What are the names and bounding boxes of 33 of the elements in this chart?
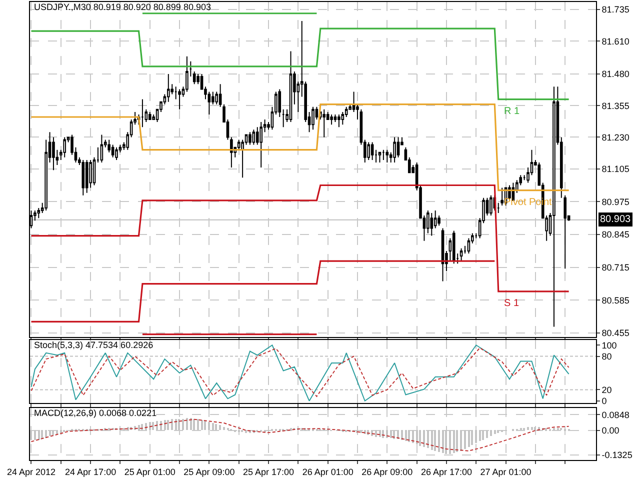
y-tick-label: 80.585	[602, 295, 630, 306]
y-tick-label: 80.455	[602, 328, 630, 338]
y-tick-label: 0	[602, 396, 607, 406]
x-tick-label: 24 Apr 17:00	[65, 466, 116, 477]
y-tick-label: 81.230	[602, 132, 630, 142]
x-tick-label: 26 Apr 01:00	[302, 466, 354, 477]
series-label: R 1	[504, 106, 520, 117]
y-tick-label: 80.715	[602, 262, 630, 273]
x-tick-label: 24 Apr 2012	[6, 466, 56, 477]
x-tick-label: 25 Apr 01:00	[124, 466, 176, 477]
y-tick-label: 0.00	[602, 426, 620, 436]
series-label: S 1	[504, 298, 520, 309]
y-tick-label: 80	[602, 351, 612, 362]
chart-title: USDJPY.,M30 80.919 80.920 80.899 80.903	[34, 2, 211, 12]
y-tick-label: 81.355	[602, 100, 630, 111]
x-tick-label: 25 Apr 17:00	[242, 466, 294, 477]
y-tick-label: 81.105	[602, 164, 630, 174]
x-tick-label: 26 Apr 17:00	[420, 466, 472, 477]
x-tick-label: 25 Apr 09:00	[184, 466, 235, 477]
y-tick-label: 80.975	[602, 196, 630, 207]
y-tick-label: 0.0848	[602, 410, 630, 420]
x-tick-label: 26 Apr 09:00	[362, 466, 413, 477]
y-tick-label: 80.845	[602, 230, 630, 240]
chart-title: MACD(12,26,9) 0.0068 0.0221	[34, 408, 157, 418]
y-tick-label: 20	[602, 384, 612, 395]
y-tick-label: 81.735	[602, 4, 630, 15]
y-tick-label: -0.1325	[602, 450, 632, 460]
chart-title: Stoch(5,3,3) 47.7534 60.2926	[34, 340, 154, 350]
y-tick-label: 100	[602, 340, 617, 350]
ref-line-label: 80.903	[600, 214, 632, 225]
y-tick-label: 81.480	[602, 69, 630, 80]
x-tick-label: 27 Apr 01:00	[480, 466, 532, 477]
y-tick-label: 81.610	[602, 36, 630, 46]
